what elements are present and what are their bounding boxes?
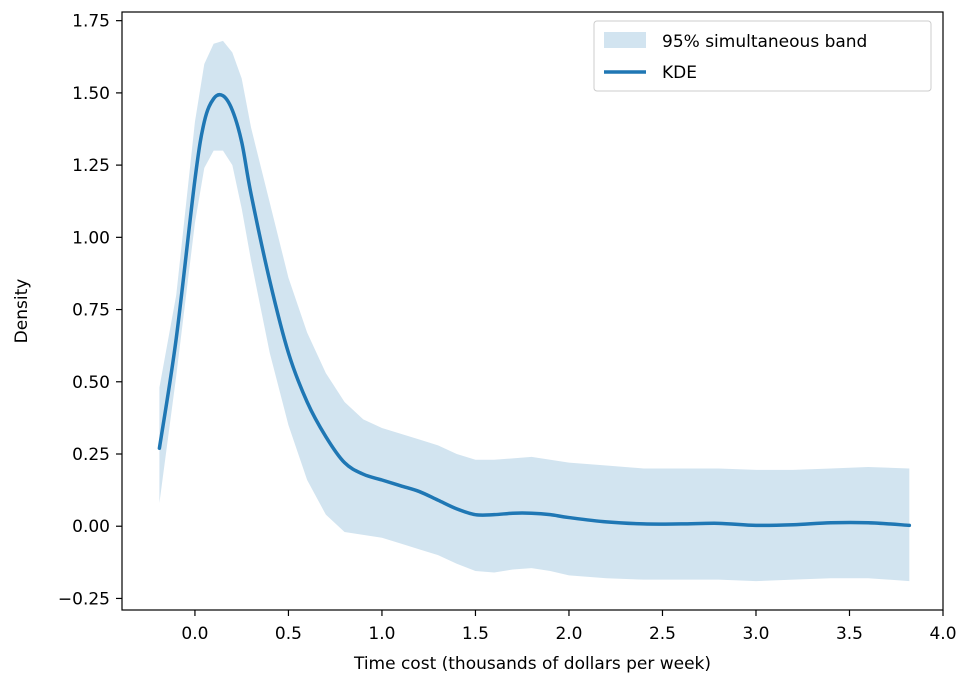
y-tick-label: 1.25 <box>72 156 110 176</box>
legend-label-band: 95% simultaneous band <box>662 32 867 52</box>
x-tick-label: 2.0 <box>555 624 582 644</box>
legend-label-kde: KDE <box>662 63 697 83</box>
x-tick-label: 1.0 <box>368 624 395 644</box>
x-tick-label: 0.0 <box>181 624 208 644</box>
x-tick-label: 0.5 <box>275 624 302 644</box>
plot-area <box>121 11 944 611</box>
y-axis-label: Density <box>12 279 32 344</box>
legend: 95% simultaneous band KDE <box>593 20 932 92</box>
y-tick-label: −0.25 <box>58 589 110 609</box>
legend-box <box>593 20 932 92</box>
y-tick-label: 0.50 <box>72 373 110 393</box>
x-tick-label: 3.0 <box>742 624 769 644</box>
y-tick-label: 0.00 <box>72 517 110 537</box>
y-tick-label: 1.75 <box>72 12 110 32</box>
x-tick-label: 2.5 <box>649 624 676 644</box>
y-tick-label: 1.50 <box>72 84 110 104</box>
confidence-band <box>159 40 910 582</box>
x-axis-label: Time cost (thousands of dollars per week… <box>353 654 711 674</box>
y-tick-label: 0.75 <box>72 301 110 321</box>
legend-swatch-band <box>604 32 646 48</box>
axes-frame <box>121 11 944 611</box>
y-tick-label: 1.00 <box>72 228 110 248</box>
x-axis-ticks: 0.0 0.5 1.0 1.5 2.0 2.5 3.0 3.5 4.0 <box>181 610 957 644</box>
y-tick-label: 0.25 <box>72 445 110 465</box>
x-tick-label: 4.0 <box>929 624 956 644</box>
x-tick-label: 3.5 <box>836 624 863 644</box>
y-axis-ticks: −0.25 0.00 0.25 0.50 0.75 1.00 1.25 1.50 1.75 <box>58 12 122 609</box>
kde-line <box>157 92 912 528</box>
x-tick-label: 1.5 <box>462 624 489 644</box>
